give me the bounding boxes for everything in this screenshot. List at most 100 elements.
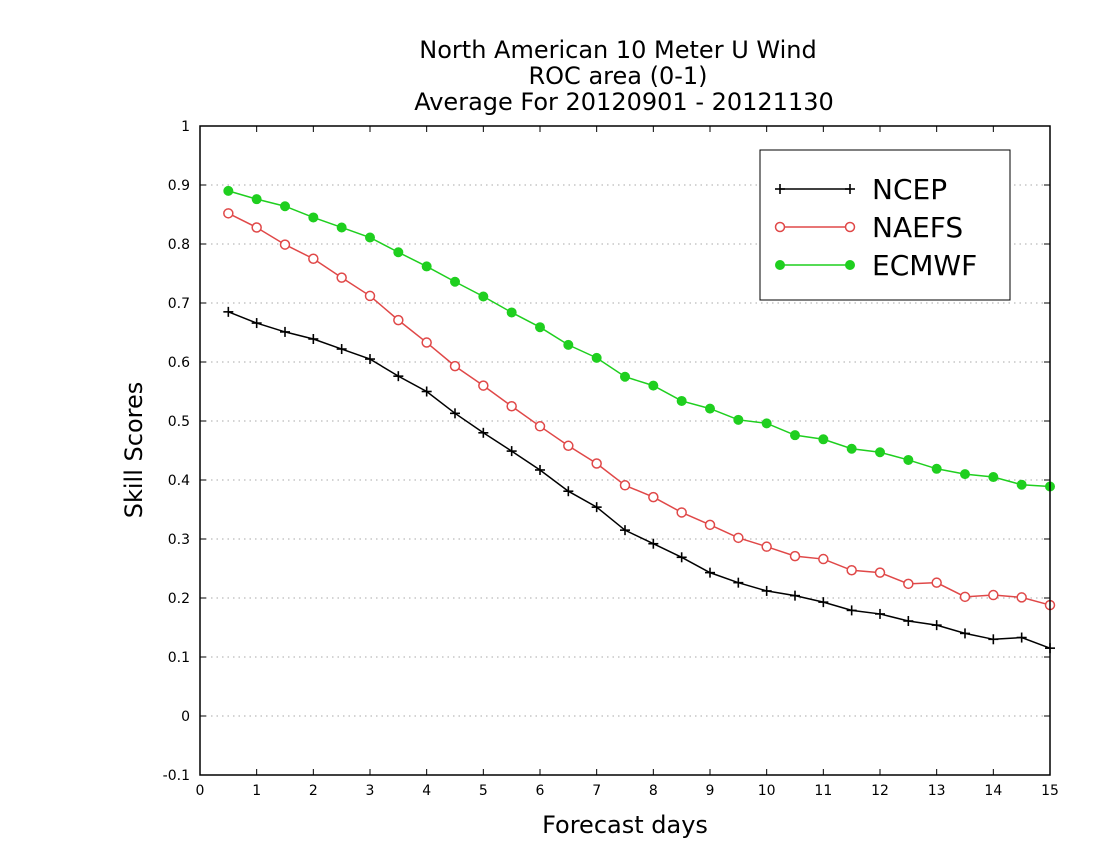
legend-marker-ncep [775,184,785,194]
ecmwf-point [733,414,744,425]
ncep-point [761,585,772,596]
ecmwf-point [988,472,999,483]
y-tick-label: 0.9 [168,178,190,194]
y-axis-ticks: -0.1 0 0.1 0.2 0.3 0.4 0.5 0.6 0.7 0.8 0.9 1 [163,119,1050,784]
ncep-series [223,306,1055,654]
ncep-point [308,333,319,344]
ncep-point [733,577,744,588]
ecmwf-point [676,395,687,406]
ecmwf-point [818,434,829,445]
naefs-point [364,290,376,302]
chart-title-line-3: Average For 20120901 - 20121130 [414,88,834,116]
ecmwf-point [875,447,885,458]
data-series [223,185,1056,654]
naefs-point [903,578,914,590]
ncep-point [563,486,574,497]
x-tick-label: 10 [758,783,776,799]
ecmwf-point [1016,479,1027,490]
y-tick-label: 1 [181,119,190,135]
ecmwf-point [620,371,630,382]
naefs-point [279,239,291,250]
naefs-point [619,480,631,491]
x-tick-label: 15 [1041,783,1059,799]
y-tick-label: 0.4 [168,473,190,489]
ecmwf-point [308,212,319,223]
naefs-point [676,507,687,518]
ecmwf-point [365,232,375,243]
ncep-point [931,620,942,631]
ncep-point [365,354,375,365]
naefs-point [449,360,461,372]
ncep-point [393,371,404,382]
ncep-point [223,306,234,317]
naefs-point [874,567,886,578]
ecmwf-point [563,339,574,350]
naefs-point [478,380,489,391]
legend-marker-naefs [774,221,786,233]
naefs-point [223,208,234,219]
naefs-point [563,440,574,452]
ecmwf-point [960,469,970,480]
x-tick-label: 2 [309,783,318,799]
legend-marker-ecmwf [845,260,855,270]
naefs-point [846,565,857,576]
ncep-point [251,318,262,329]
x-tick-label: 14 [984,783,1002,799]
ncep-point [478,427,489,438]
legend-label-ecmwf: ECMWF [872,249,977,282]
ncep-point [535,464,545,475]
x-tick-label: 3 [366,783,375,799]
naefs-point [959,591,971,603]
y-tick-label: 0.3 [168,532,190,548]
chart-title-line-1: North American 10 Meter U Wind [419,36,816,64]
chart-title-line-2: ROC area (0-1) [528,62,707,90]
ncep-point [620,525,630,536]
ecmwf-point [478,291,489,302]
ncep-point [818,597,829,608]
ecmwf-point [535,322,545,333]
y-tick-label: 0.8 [168,237,190,253]
ncep-point [421,386,432,397]
naefs-point [988,589,999,601]
y-axis-label: Skill Scores [120,382,148,519]
ecmwf-point [846,443,857,454]
ncep-point [988,634,999,645]
ncep-point [846,605,857,616]
x-axis-label: Forecast days [542,811,708,839]
legend: NCEP NAEFS ECMWF [759,149,1011,301]
naefs-point [931,577,942,588]
gridlines [200,184,1050,717]
ecmwf-point [393,247,404,258]
legend-marker-ncep [845,184,855,194]
naefs-point [591,458,602,469]
ncep-point [1016,632,1027,643]
naefs-point [251,222,262,233]
ecmwf-point [761,418,772,429]
ncep-point [591,502,602,513]
ecmwf-point [421,261,432,272]
ncep-point [705,567,715,578]
x-axis-ticks: 0 1 2 3 4 5 6 7 8 9 10 11 12 13 14 15 [196,126,1059,799]
ecmwf-point [591,352,602,363]
y-tick-label: 0 [181,709,190,725]
naefs-point [534,421,546,432]
ecmwf-point [790,430,800,441]
x-tick-label: 1 [252,783,261,799]
ncep-point [336,344,347,355]
ncep-point [648,538,659,549]
ecmwf-series [223,185,1055,492]
naefs-point [421,337,432,348]
y-tick-label: 0.5 [168,414,190,430]
ncep-point [960,628,970,639]
y-tick-label: 0.6 [168,355,190,371]
legend-label-naefs: NAEFS [872,211,963,244]
naefs-point [308,253,319,264]
ncep-point [903,616,914,627]
x-tick-label: 6 [536,783,545,799]
chart-title: North American 10 Meter U Wind ROC area … [414,36,834,116]
naefs-point [506,401,517,412]
x-tick-label: 13 [928,783,946,799]
naefs-point [761,541,772,552]
naefs-point [789,550,801,562]
